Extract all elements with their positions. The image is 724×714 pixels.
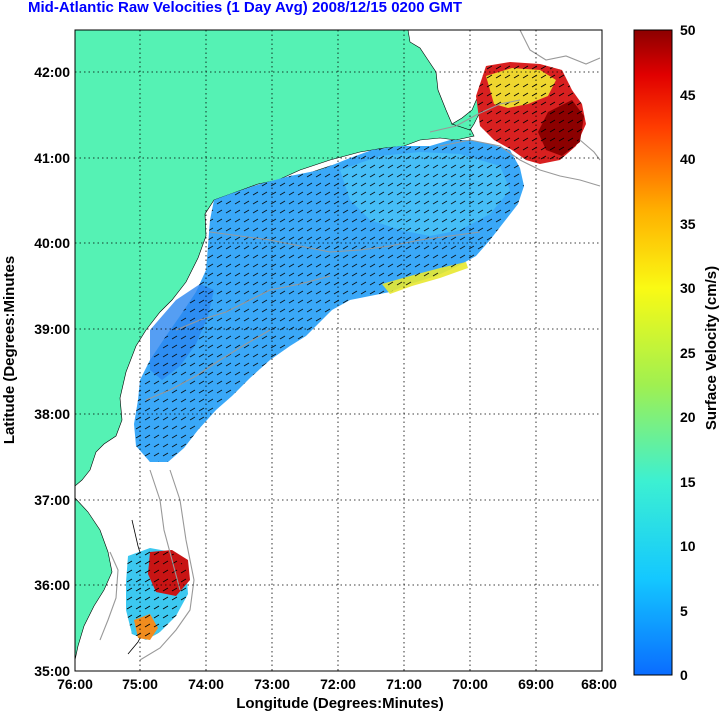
x-tick-label: 69:00 xyxy=(518,676,554,692)
x-tick-label: 75:00 xyxy=(122,676,158,692)
colorbar-tick: 0 xyxy=(680,667,688,683)
x-tick-label: 72:00 xyxy=(320,676,356,692)
y-tick-label: 37:00 xyxy=(34,492,70,508)
velocity-arrows-main xyxy=(134,140,524,462)
y-tick-label: 38:00 xyxy=(34,406,70,422)
colorbar-tick: 45 xyxy=(680,87,696,103)
x-axis-label: Longitude (Degrees:Minutes) xyxy=(236,695,444,712)
y-tick-label: 42:00 xyxy=(34,64,70,80)
x-tick-label: 73:00 xyxy=(254,676,290,692)
x-tick-label: 74:00 xyxy=(188,676,224,692)
y-tick-label: 36:00 xyxy=(34,577,70,593)
x-tick-label: 70:00 xyxy=(452,676,488,692)
bathymetry-contours xyxy=(99,30,601,661)
colorbar-tick: 40 xyxy=(680,151,696,167)
colorbar-tick: 50 xyxy=(680,22,696,38)
colorbar-label: Surface Velocity (cm/s) xyxy=(703,266,720,430)
colorbar-tick: 5 xyxy=(680,603,688,619)
colorbar-tick: 15 xyxy=(680,474,696,490)
velocity-arrows-south xyxy=(126,548,188,640)
map-frame xyxy=(74,29,603,672)
y-tick-label: 35:00 xyxy=(34,663,70,679)
colorbar-tick: 10 xyxy=(680,538,696,554)
y-tick-label: 40:00 xyxy=(34,235,70,251)
x-tick-label: 71:00 xyxy=(386,676,422,692)
map-grid xyxy=(75,30,602,671)
x-tick-label: 68:00 xyxy=(581,676,617,692)
y-tick-label: 41:00 xyxy=(34,150,70,166)
velocity-arrows-northeast xyxy=(476,62,586,164)
colorbar-gradient xyxy=(633,29,673,676)
y-axis: 42:00 41:00 40:00 39:00 38:00 37:00 36:0… xyxy=(1,64,70,679)
colorbar-tick: 30 xyxy=(680,280,696,296)
colorbar-tick: 25 xyxy=(680,345,696,361)
map-plot-area xyxy=(75,30,602,671)
land-southern-coast xyxy=(75,497,113,661)
land-mainland xyxy=(75,30,475,487)
x-tick-label: 76:00 xyxy=(57,676,93,692)
y-axis-label: Latitude (Degrees:Minutes xyxy=(1,256,18,444)
map-title: Mid-Atlantic Raw Velocities (1 Day Avg) … xyxy=(28,0,463,16)
colorbar-tick: 35 xyxy=(680,216,696,232)
colorbar: 50 45 40 35 30 25 20 15 10 5 0 Surface V… xyxy=(633,22,720,683)
x-axis: 76:00 75:00 74:00 73:00 72:00 71:00 70:0… xyxy=(57,676,617,712)
colorbar-tick: 20 xyxy=(680,409,696,425)
y-tick-label: 39:00 xyxy=(34,321,70,337)
